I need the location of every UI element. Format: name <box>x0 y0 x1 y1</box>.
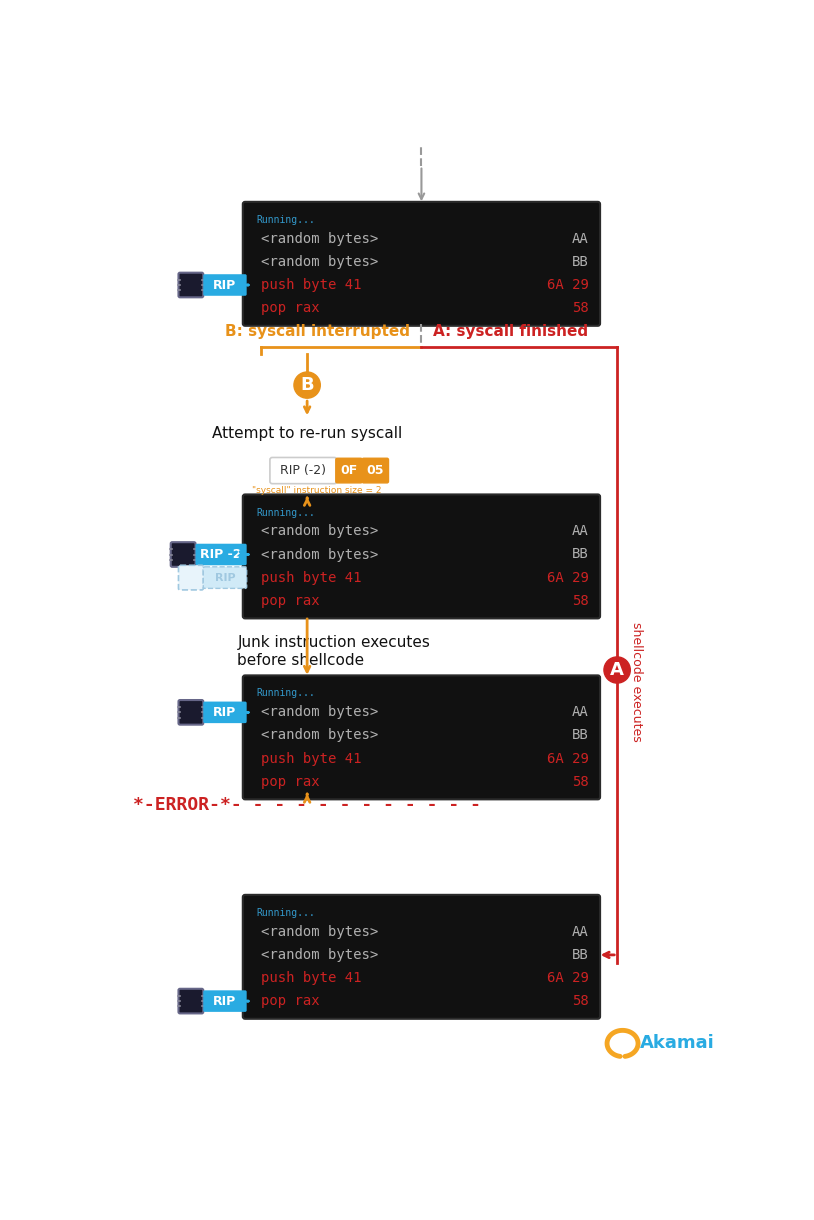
Text: push byte 41: push byte 41 <box>260 752 361 766</box>
Text: BB: BB <box>571 255 589 268</box>
Text: Akamai: Akamai <box>641 1035 716 1053</box>
Text: AA: AA <box>571 925 589 939</box>
Text: Attempt to re-run syscall: Attempt to re-run syscall <box>212 426 402 440</box>
Text: RIP: RIP <box>213 278 237 292</box>
Text: RIP -2: RIP -2 <box>200 548 242 561</box>
Text: RIP (-2): RIP (-2) <box>280 464 326 477</box>
FancyBboxPatch shape <box>178 988 204 1014</box>
FancyBboxPatch shape <box>204 991 247 1011</box>
Text: A: A <box>610 661 624 680</box>
FancyBboxPatch shape <box>178 700 204 725</box>
Text: push byte 41: push byte 41 <box>260 971 361 985</box>
Text: <random bytes>: <random bytes> <box>260 548 378 561</box>
FancyBboxPatch shape <box>243 201 600 326</box>
Text: B: syscall interrupted: B: syscall interrupted <box>225 323 409 339</box>
FancyBboxPatch shape <box>195 544 247 565</box>
Text: 58: 58 <box>571 301 589 315</box>
Text: BB: BB <box>571 948 589 961</box>
FancyBboxPatch shape <box>270 458 336 483</box>
Text: <random bytes>: <random bytes> <box>260 948 378 961</box>
Text: <random bytes>: <random bytes> <box>260 255 378 268</box>
Text: AA: AA <box>571 232 589 245</box>
Text: <random bytes>: <random bytes> <box>260 925 378 939</box>
Text: push byte 41: push byte 41 <box>260 571 361 584</box>
Text: RIP: RIP <box>215 572 235 583</box>
Text: <random bytes>: <random bytes> <box>260 232 378 245</box>
Text: 6A 29: 6A 29 <box>546 971 589 985</box>
Text: push byte 41: push byte 41 <box>260 278 361 292</box>
FancyBboxPatch shape <box>243 494 600 619</box>
Text: AA: AA <box>571 705 589 720</box>
Text: A: syscall finished: A: syscall finished <box>433 323 589 339</box>
Text: B: B <box>300 376 314 394</box>
Text: <random bytes>: <random bytes> <box>260 728 378 743</box>
FancyBboxPatch shape <box>204 567 247 588</box>
FancyBboxPatch shape <box>204 702 247 723</box>
Text: 6A 29: 6A 29 <box>546 571 589 584</box>
Text: 05: 05 <box>366 464 384 477</box>
FancyBboxPatch shape <box>243 676 600 799</box>
Text: *-ERROR-*- - - - - - - - - - - -: *-ERROR-*- - - - - - - - - - - - <box>133 795 481 814</box>
Text: AA: AA <box>571 525 589 538</box>
Text: 6A 29: 6A 29 <box>546 752 589 766</box>
FancyBboxPatch shape <box>336 459 362 483</box>
Text: Junk instruction executes
before shellcode: Junk instruction executes before shellco… <box>238 636 431 667</box>
Text: 58: 58 <box>571 775 589 788</box>
Text: BB: BB <box>571 548 589 561</box>
Text: pop rax: pop rax <box>260 775 319 788</box>
Text: RIP: RIP <box>213 994 237 1008</box>
FancyBboxPatch shape <box>178 273 204 298</box>
Text: <random bytes>: <random bytes> <box>260 525 378 538</box>
Text: 58: 58 <box>571 994 589 1008</box>
Text: Running...: Running... <box>256 688 315 699</box>
FancyBboxPatch shape <box>171 542 195 567</box>
FancyBboxPatch shape <box>204 274 247 295</box>
Circle shape <box>294 372 320 398</box>
Text: 0F: 0F <box>340 464 357 477</box>
Text: RIP: RIP <box>213 706 237 719</box>
FancyBboxPatch shape <box>178 565 204 590</box>
Text: pop rax: pop rax <box>260 594 319 608</box>
Text: "syscall" instruction size = 2: "syscall" instruction size = 2 <box>252 486 381 495</box>
Text: Running...: Running... <box>256 908 315 917</box>
Text: shellcode executes: shellcode executes <box>630 622 643 742</box>
Text: <random bytes>: <random bytes> <box>260 705 378 720</box>
Text: Running...: Running... <box>256 215 315 224</box>
Text: pop rax: pop rax <box>260 301 319 315</box>
FancyBboxPatch shape <box>362 459 388 483</box>
Text: 6A 29: 6A 29 <box>546 278 589 292</box>
Circle shape <box>604 656 630 683</box>
Text: pop rax: pop rax <box>260 994 319 1008</box>
FancyBboxPatch shape <box>243 894 600 1019</box>
Text: 58: 58 <box>571 594 589 608</box>
Text: BB: BB <box>571 728 589 743</box>
Text: Running...: Running... <box>256 508 315 517</box>
